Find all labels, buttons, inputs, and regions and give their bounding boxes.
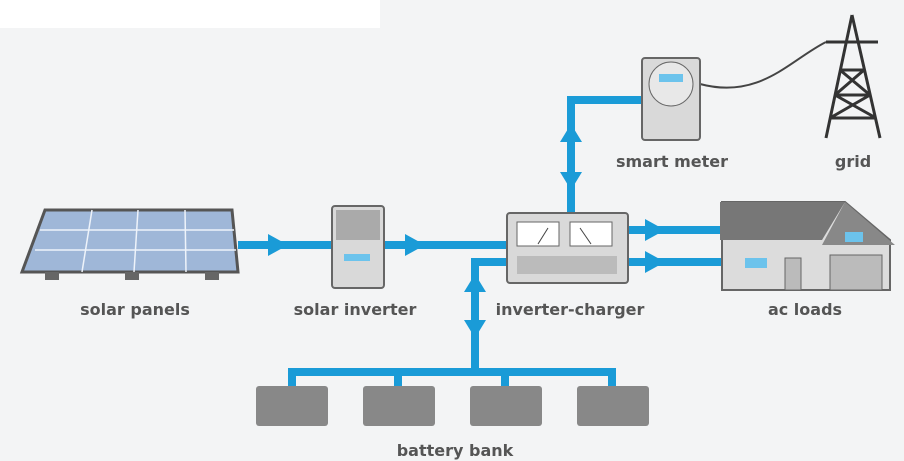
node-label: inverter-charger xyxy=(496,300,645,319)
node-label: grid xyxy=(835,152,871,171)
header-strip xyxy=(0,0,380,28)
solar-panels-icon xyxy=(22,210,238,280)
node-label: solar inverter xyxy=(294,300,417,319)
node-label: smart meter xyxy=(616,152,728,171)
node-label: ac loads xyxy=(768,300,842,319)
solar-inverter-icon xyxy=(332,206,384,288)
node-label: battery bank xyxy=(397,441,514,460)
diagram: solar panels solar inverter inverter-cha… xyxy=(0,0,904,461)
node-label: solar panels xyxy=(80,300,190,319)
smart-meter-icon xyxy=(642,58,700,140)
inverter-charger-icon xyxy=(507,213,628,283)
